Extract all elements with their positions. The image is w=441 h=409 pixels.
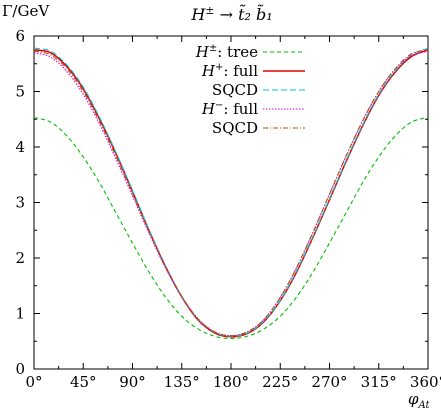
- tick-marks: [33, 35, 429, 370]
- x-axis-label-sub: At: [418, 400, 431, 409]
- x-tick-label: 135°: [164, 373, 200, 391]
- legend-entry-label: H+: full: [201, 62, 258, 80]
- x-tick-label: 0°: [25, 373, 42, 391]
- x-tick-labels: 0° 45° 90° 135° 180° 225° 270° 315° 360°: [25, 373, 441, 391]
- legend-entry-main: SQCD: [212, 81, 258, 99]
- series-line-3: [33, 51, 429, 337]
- series-lines: [33, 47, 429, 340]
- legend-entry-label: SQCD: [212, 119, 258, 137]
- legend-entry-main: SQCD: [212, 119, 258, 137]
- series-line-4: [33, 49, 429, 337]
- x-tick-label: 360°: [410, 373, 441, 391]
- y-tick-label: 2: [15, 249, 25, 267]
- x-tick-label: 180°: [213, 373, 249, 391]
- legend-entry-main: H: [201, 100, 216, 118]
- title-base: H: [190, 5, 206, 24]
- x-tick-label: 90°: [119, 373, 146, 391]
- chart-title: H± → t̃₂ b̃₁: [190, 4, 272, 24]
- y-tick-labels: 0 1 2 3 4 5 6: [15, 27, 25, 378]
- legend-entry-sup: ±: [209, 43, 217, 54]
- x-tick-label: 270°: [311, 373, 347, 391]
- y-tick-label: 5: [15, 83, 25, 101]
- y-tick-label: 4: [15, 138, 25, 156]
- legend-entry-main: H: [195, 43, 210, 61]
- y-axis-label: Γ/GeV: [2, 2, 50, 20]
- y-tick-label: 0: [15, 360, 25, 378]
- legend-entry-rest: : full: [223, 100, 258, 118]
- legend-entry-label: H±: tree: [195, 43, 258, 61]
- legend-entry-rest: : full: [223, 62, 258, 80]
- series-line-0: [33, 117, 429, 340]
- legend-entry-rest: : tree: [217, 43, 258, 61]
- legend-entry-sup: +: [215, 62, 223, 73]
- series-line-1: [33, 49, 429, 338]
- x-axis-label: φAt: [408, 390, 431, 409]
- title-rest: → t̃₂ b̃₁: [215, 4, 273, 24]
- x-tick-label: 225°: [262, 373, 298, 391]
- title-sup: ±: [205, 4, 214, 17]
- legend-entry-main: H: [201, 62, 216, 80]
- legend-entry-sup: −: [215, 100, 223, 111]
- legend-entry-label: H−: full: [201, 100, 258, 118]
- y-tick-label: 6: [15, 27, 25, 45]
- y-tick-label: 1: [15, 305, 25, 323]
- y-tick-label: 3: [15, 194, 25, 212]
- x-axis-label-base: φ: [408, 390, 419, 408]
- legend-entry-label: SQCD: [212, 81, 258, 99]
- x-tick-label: 45°: [70, 373, 97, 391]
- x-tick-label: 315°: [361, 373, 397, 391]
